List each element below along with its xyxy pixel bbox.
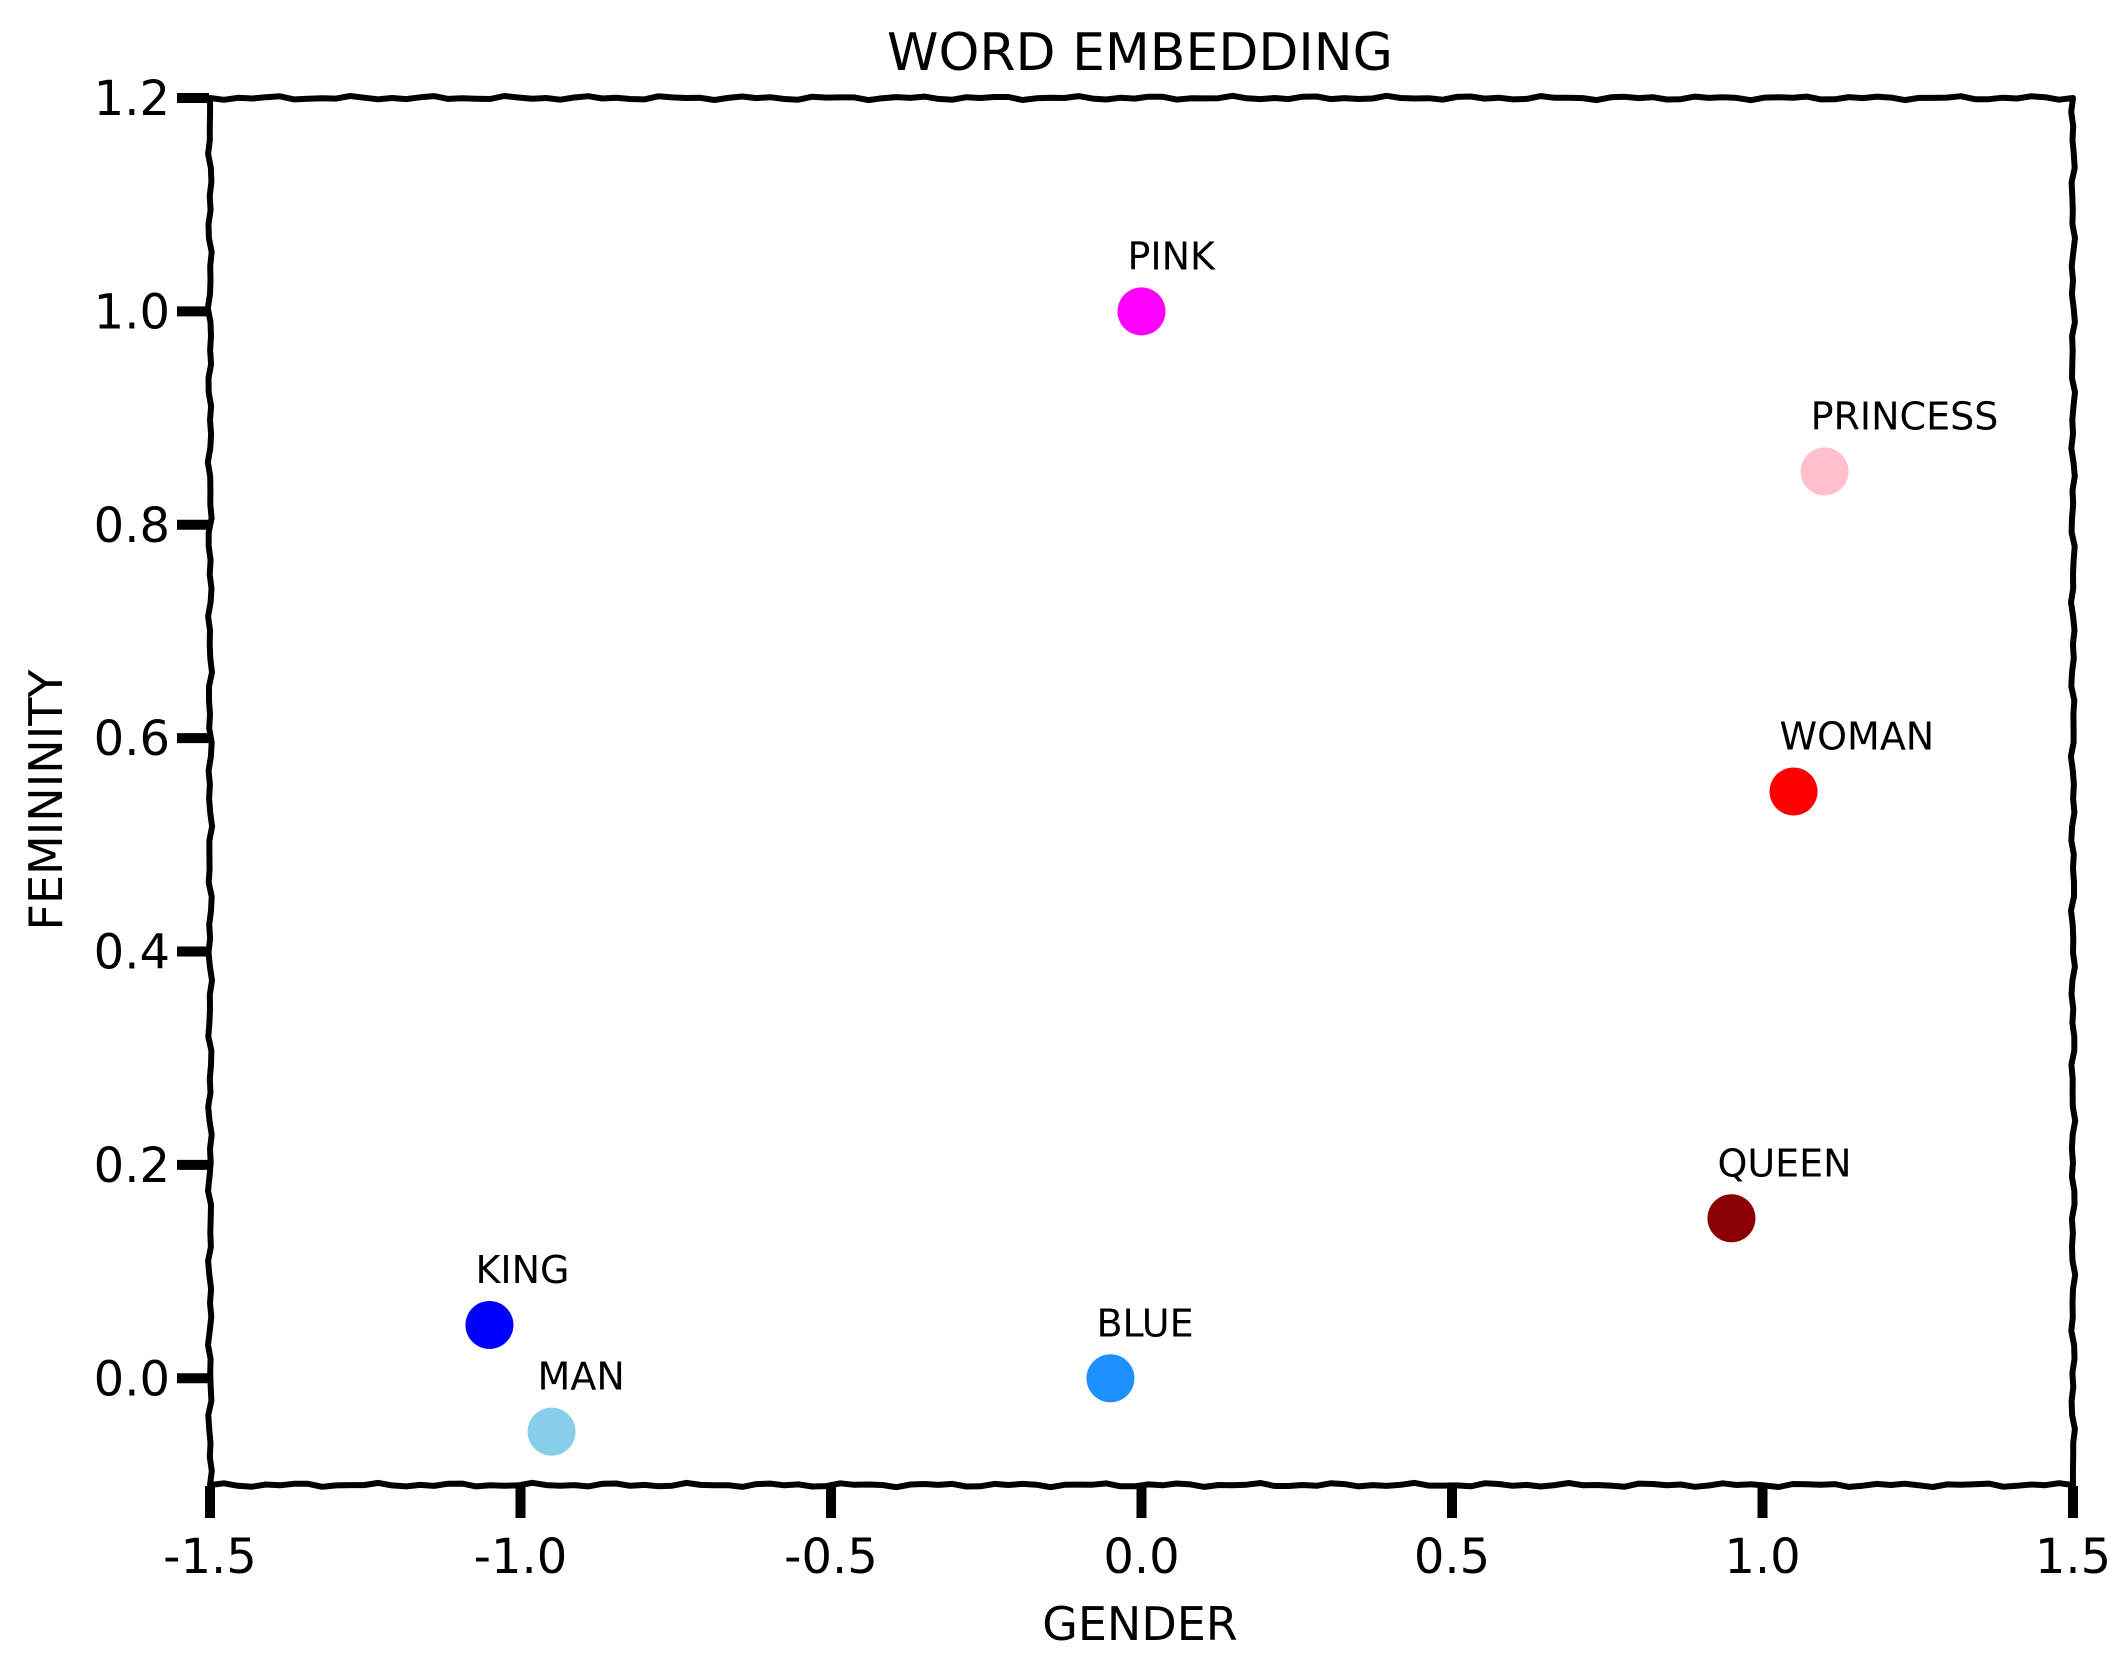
y-tick-label: 0.8 (94, 498, 170, 554)
data-point-princess (1800, 447, 1849, 496)
data-points: KING MAN BLUE PINK QUEEN WOMAN PRINCESS (465, 234, 1999, 1456)
x-axis-ticks: -1.5 -1.0 -0.5 0.0 0.5 1.0 1.5 (163, 1486, 2111, 1585)
data-label-man: MAN (538, 1355, 625, 1399)
x-tick-label: -0.5 (784, 1529, 878, 1585)
data-label-queen: QUEEN (1717, 1141, 1851, 1185)
data-label-pink: PINK (1128, 234, 1217, 278)
y-axis-label: FEMININITY (19, 669, 73, 931)
chart-title: WORD EMBEDDING (887, 23, 1393, 83)
x-tick-label: 0.5 (1414, 1529, 1490, 1585)
y-tick-label: 1.0 (94, 284, 170, 340)
data-point-king (465, 1300, 514, 1349)
x-tick-label: 1.5 (2035, 1529, 2111, 1585)
data-label-woman: WOMAN (1780, 715, 1935, 759)
x-tick-label: 1.0 (1724, 1529, 1800, 1585)
data-label-king: KING (475, 1248, 569, 1292)
y-tick-label: 0.4 (94, 925, 170, 981)
data-point-woman (1769, 767, 1818, 816)
y-axis-ticks: 0.0 0.2 0.4 0.6 0.8 1.0 1.2 (94, 71, 209, 1407)
data-label-princess: PRINCESS (1811, 394, 1999, 438)
plot-frame (204, 92, 2079, 1491)
y-tick-label: 0.0 (94, 1351, 170, 1407)
x-tick-label: -1.0 (474, 1529, 568, 1585)
data-label-blue: BLUE (1096, 1301, 1193, 1345)
data-point-pink (1117, 287, 1166, 336)
x-axis-label: GENDER (1042, 1597, 1238, 1651)
y-tick-label: 0.6 (94, 711, 170, 767)
y-tick-label: 1.2 (94, 71, 170, 127)
plot-frame-border (204, 92, 2079, 1491)
data-point-queen (1707, 1194, 1756, 1243)
data-point-blue (1086, 1354, 1135, 1403)
y-tick-label: 0.2 (94, 1138, 170, 1194)
x-tick-label: 0.0 (1103, 1529, 1179, 1585)
x-tick-label: -1.5 (163, 1529, 257, 1585)
data-point-man (527, 1407, 576, 1456)
